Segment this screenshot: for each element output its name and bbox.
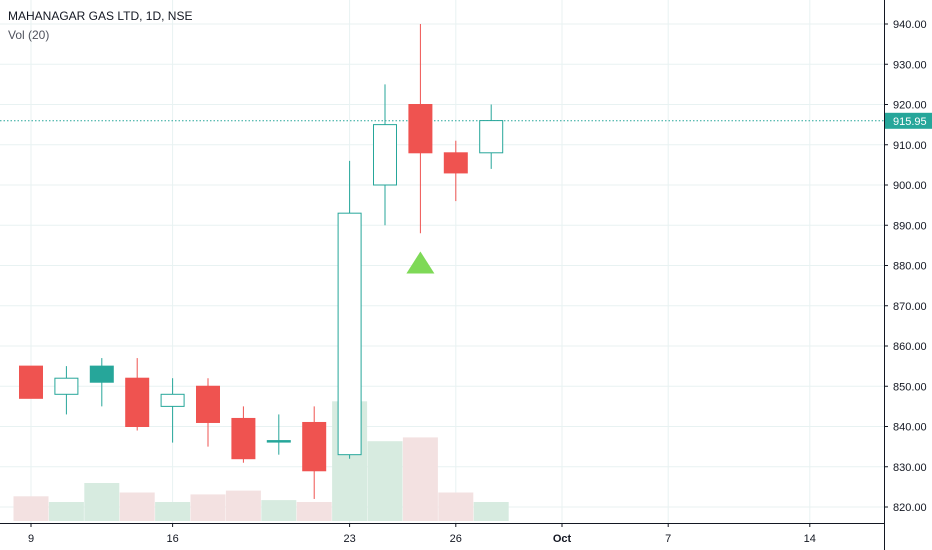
volume-indicator-label: Vol (20)	[8, 28, 50, 42]
price-tick-label: 880.00	[893, 261, 927, 273]
time-tick-label: 7	[665, 533, 671, 545]
candle-body	[373, 124, 397, 186]
volume-bar	[261, 500, 297, 521]
price-tick-label: 850.00	[893, 381, 927, 393]
volume-bar	[473, 502, 509, 521]
candle-body	[231, 417, 256, 460]
price-tick-label: 900.00	[893, 180, 927, 192]
candle-body	[266, 440, 291, 443]
candle-body	[160, 393, 185, 407]
candle-body	[125, 377, 150, 428]
buy-signal-triangle-icon	[406, 251, 435, 274]
time-tick-label: 23	[343, 533, 355, 545]
candle-body	[302, 421, 327, 472]
volume-bar	[190, 494, 226, 521]
price-tick-label: 870.00	[893, 301, 927, 313]
price-tick-label: 860.00	[893, 341, 927, 353]
chart-title: MAHANAGAR GAS LTD, 1D, NSE	[8, 9, 193, 23]
price-tick-label: 830.00	[893, 462, 927, 474]
candle-body	[443, 152, 468, 174]
volume-bar	[155, 502, 191, 521]
time-tick-label: 16	[166, 533, 178, 545]
price-tick-label: 930.00	[893, 59, 927, 71]
time-tick-label: 14	[804, 533, 816, 545]
price-tick-label: 840.00	[893, 422, 927, 434]
volume-bar	[225, 490, 261, 521]
volume-bar	[119, 492, 155, 521]
candle-body	[19, 365, 43, 399]
time-tick-label: 9	[28, 533, 34, 545]
candle-body	[196, 385, 220, 423]
candle-body	[89, 365, 114, 383]
candle-body	[337, 212, 362, 456]
last-price-label: 915.95	[893, 116, 927, 128]
price-tick-label: 940.00	[893, 19, 927, 31]
price-tick-label: 910.00	[893, 140, 927, 152]
candle-body	[408, 104, 433, 154]
candle-body	[54, 377, 79, 395]
volume-bar	[48, 502, 84, 521]
last-price-badge	[885, 112, 932, 129]
price-tick-label: 920.00	[893, 100, 927, 112]
chart-legend: MAHANAGAR GAS LTD, 1D, NSE Vol (20)	[8, 7, 192, 45]
candle-body	[479, 120, 504, 154]
time-tick-label: Oct	[553, 533, 572, 545]
volume-bar	[367, 441, 403, 521]
volume-bar	[296, 502, 332, 521]
price-tick-label: 820.00	[893, 502, 927, 514]
volume-bar	[13, 496, 49, 521]
volume-bar	[84, 483, 120, 521]
volume-bar	[402, 437, 438, 521]
volume-bar	[438, 492, 474, 521]
price-tick-label: 890.00	[893, 220, 927, 232]
time-tick-label: 26	[450, 533, 462, 545]
